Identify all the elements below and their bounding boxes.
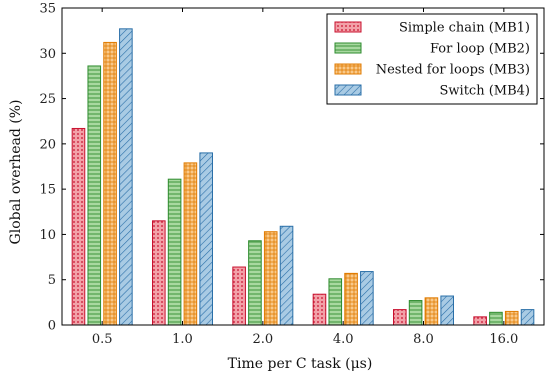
x-tick-label-16-0: 16.0 bbox=[489, 332, 518, 347]
plot-frame bbox=[61, 7, 545, 326]
x-tick-label-8-0: 8.0 bbox=[413, 332, 434, 347]
bar-simple-chain-mb1-2-0 bbox=[232, 266, 246, 326]
y-tick-label: 25 bbox=[39, 92, 56, 107]
bar-for-loop-mb2-2-0 bbox=[248, 240, 262, 326]
legend-label-for-loop-mb2: For loop (MB2) bbox=[430, 42, 530, 57]
bar-simple-chain-mb1-0-5 bbox=[71, 127, 86, 326]
bar-for-loop-mb2-4-0 bbox=[328, 278, 343, 326]
legend-box bbox=[326, 13, 538, 105]
legend-swatch-nested-for-loops-mb3 bbox=[334, 63, 362, 75]
legend-label-simple-chain-mb1: Simple chain (MB1) bbox=[399, 21, 530, 36]
legend-label-nested-for-loops-mb3: Nested for loops (MB3) bbox=[376, 63, 530, 78]
x-axis-title: Time per C task (μs) bbox=[228, 356, 373, 372]
x-tick-label-2-0: 2.0 bbox=[252, 332, 273, 347]
y-tick-label: 10 bbox=[39, 228, 56, 243]
bar-nested-for-loops-mb3-0-5 bbox=[103, 41, 117, 326]
y-tick-label: 20 bbox=[39, 137, 56, 152]
y-tick-label: 15 bbox=[39, 183, 56, 198]
x-tick-label-1-0: 1.0 bbox=[172, 332, 193, 347]
bar-simple-chain-mb1-4-0 bbox=[312, 293, 327, 326]
bar-nested-for-loops-mb3-16-0 bbox=[504, 310, 519, 326]
bar-switch-mb4-8-0 bbox=[440, 295, 454, 326]
bar-switch-mb4-0-5 bbox=[119, 28, 133, 326]
y-axis-title-group: Global overhead (%) bbox=[8, 100, 24, 245]
y-tick-label: 0 bbox=[48, 319, 56, 334]
legend: Simple chain (MB1) For loop (MB2) Nested f… bbox=[326, 13, 538, 105]
legend-label-switch-mb4: Switch (MB4) bbox=[440, 84, 530, 99]
x-tick-label-0-5: 0.5 bbox=[92, 332, 113, 347]
bar-nested-for-loops-mb3-8-0 bbox=[424, 297, 439, 326]
x-tick-label-4-0: 4.0 bbox=[333, 332, 354, 347]
bar-for-loop-mb2-8-0 bbox=[408, 300, 423, 326]
bar-switch-mb4-2-0 bbox=[279, 225, 294, 326]
y-tick-label: 35 bbox=[39, 2, 56, 17]
bar-switch-mb4-16-0 bbox=[520, 309, 535, 326]
y-tick-label: 5 bbox=[48, 273, 56, 288]
bar-simple-chain-mb1-1-0 bbox=[152, 220, 166, 326]
bar-for-loop-mb2-16-0 bbox=[489, 311, 503, 326]
axes-layer: 0 5 10 15 20 25 30 35 0.5 1.0 2.0 4.0 8.0 16.0 bbox=[39, 2, 545, 347]
bar-simple-chain-mb1-16-0 bbox=[473, 316, 487, 326]
bar-for-loop-mb2-1-0 bbox=[167, 178, 182, 326]
bar-nested-for-loops-mb3-1-0 bbox=[183, 162, 198, 326]
bar-nested-for-loops-mb3-2-0 bbox=[263, 231, 278, 326]
legend-swatch-switch-mb4 bbox=[334, 84, 362, 96]
bar-nested-for-loops-mb3-4-0 bbox=[344, 272, 358, 326]
bars-layer bbox=[71, 28, 535, 326]
y-tick-label: 30 bbox=[39, 47, 56, 62]
bar-for-loop-mb2-0-5 bbox=[87, 65, 102, 326]
legend-swatch-simple-chain-mb1 bbox=[334, 21, 362, 33]
bar-switch-mb4-4-0 bbox=[360, 271, 374, 326]
y-axis-title: Global overhead (%) bbox=[8, 100, 24, 245]
bar-switch-mb4-1-0 bbox=[199, 152, 213, 326]
legend-swatch-for-loop-mb2 bbox=[334, 42, 362, 54]
bar-simple-chain-mb1-8-0 bbox=[393, 309, 407, 326]
